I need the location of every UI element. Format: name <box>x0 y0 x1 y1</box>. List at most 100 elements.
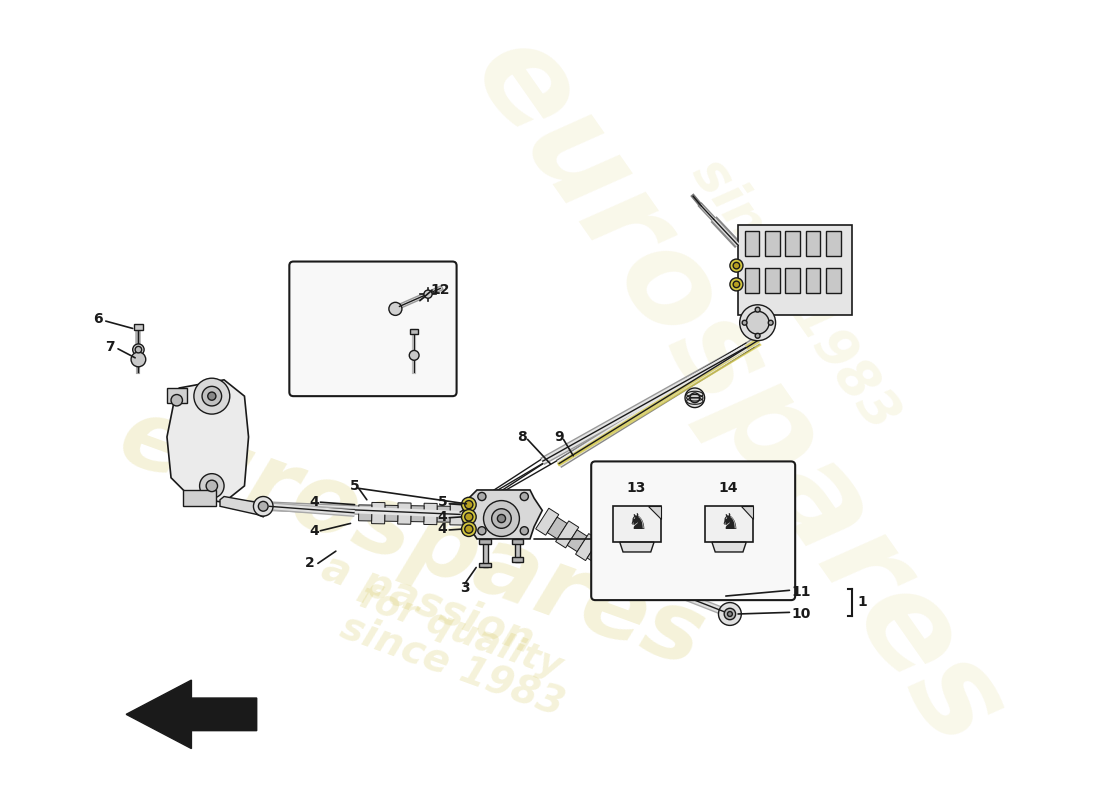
Circle shape <box>756 307 760 312</box>
Circle shape <box>497 514 506 522</box>
Text: 3: 3 <box>460 581 470 595</box>
Polygon shape <box>370 301 390 326</box>
Circle shape <box>202 386 221 406</box>
Polygon shape <box>359 505 372 521</box>
Polygon shape <box>587 542 607 564</box>
FancyBboxPatch shape <box>591 462 795 600</box>
Bar <box>483 539 487 567</box>
Polygon shape <box>372 502 385 524</box>
Text: 4: 4 <box>309 524 319 538</box>
Polygon shape <box>575 534 598 561</box>
Polygon shape <box>343 310 364 335</box>
Bar <box>745 231 759 256</box>
Bar <box>806 231 821 256</box>
Polygon shape <box>740 506 752 518</box>
Circle shape <box>389 302 402 315</box>
Text: 6: 6 <box>92 312 102 326</box>
Polygon shape <box>304 321 326 353</box>
Text: for quality: for quality <box>355 581 566 685</box>
Circle shape <box>739 305 776 341</box>
Bar <box>513 539 524 544</box>
Polygon shape <box>424 503 437 525</box>
Circle shape <box>768 320 773 325</box>
Circle shape <box>199 474 224 498</box>
Bar <box>480 539 491 544</box>
Circle shape <box>756 334 760 338</box>
Text: 2: 2 <box>305 557 315 570</box>
Polygon shape <box>607 555 627 577</box>
Circle shape <box>492 509 512 528</box>
Polygon shape <box>619 542 654 552</box>
Text: a passion: a passion <box>317 546 540 662</box>
Polygon shape <box>318 319 338 345</box>
Circle shape <box>253 497 273 516</box>
Bar <box>515 539 520 562</box>
Bar <box>826 268 840 293</box>
Text: eurospares: eurospares <box>107 390 716 688</box>
Bar <box>410 330 418 334</box>
Circle shape <box>718 602 741 626</box>
Text: 4: 4 <box>438 510 448 524</box>
Bar <box>480 562 491 567</box>
Circle shape <box>484 501 519 537</box>
Text: 5: 5 <box>350 479 360 493</box>
Polygon shape <box>167 380 249 502</box>
Circle shape <box>730 259 743 272</box>
Polygon shape <box>382 293 405 325</box>
Polygon shape <box>220 497 268 517</box>
Circle shape <box>208 392 216 400</box>
Circle shape <box>464 513 473 521</box>
Circle shape <box>685 388 705 407</box>
Bar <box>705 506 752 542</box>
Polygon shape <box>464 490 542 539</box>
Polygon shape <box>648 506 661 518</box>
Text: 14: 14 <box>718 482 738 495</box>
Circle shape <box>409 350 419 360</box>
Circle shape <box>724 608 736 620</box>
Circle shape <box>734 262 739 269</box>
Circle shape <box>464 501 473 509</box>
Circle shape <box>464 525 473 534</box>
Text: ♞: ♞ <box>719 513 739 533</box>
Bar <box>764 231 780 256</box>
Circle shape <box>258 502 268 511</box>
FancyBboxPatch shape <box>289 262 456 396</box>
Circle shape <box>206 480 218 492</box>
Text: 9: 9 <box>553 430 563 444</box>
Circle shape <box>520 493 528 501</box>
Circle shape <box>131 352 145 366</box>
Polygon shape <box>450 504 463 525</box>
Text: eurospares: eurospares <box>447 14 1030 770</box>
Text: ♞: ♞ <box>627 513 647 533</box>
Bar <box>184 490 216 506</box>
Bar <box>745 268 759 293</box>
Circle shape <box>170 394 183 406</box>
Text: 1: 1 <box>857 595 867 609</box>
Circle shape <box>742 320 747 325</box>
Polygon shape <box>385 506 398 522</box>
Bar <box>806 268 821 293</box>
Polygon shape <box>616 559 639 586</box>
Bar <box>133 323 143 330</box>
Text: 8: 8 <box>517 430 527 444</box>
Bar <box>764 268 780 293</box>
Polygon shape <box>437 506 450 522</box>
Polygon shape <box>355 302 378 334</box>
Circle shape <box>727 611 733 617</box>
Text: 12: 12 <box>430 283 450 297</box>
Text: 4: 4 <box>438 522 448 536</box>
Circle shape <box>690 393 700 402</box>
Text: 5: 5 <box>438 495 448 510</box>
Circle shape <box>424 290 432 298</box>
Bar <box>785 231 800 256</box>
Text: 13: 13 <box>626 482 646 495</box>
Text: 7: 7 <box>104 340 114 354</box>
Polygon shape <box>738 225 852 314</box>
Circle shape <box>730 278 743 291</box>
Circle shape <box>477 526 486 535</box>
Polygon shape <box>410 506 425 522</box>
Circle shape <box>734 281 739 288</box>
Polygon shape <box>126 680 256 749</box>
Bar <box>613 506 661 542</box>
Circle shape <box>194 378 230 414</box>
